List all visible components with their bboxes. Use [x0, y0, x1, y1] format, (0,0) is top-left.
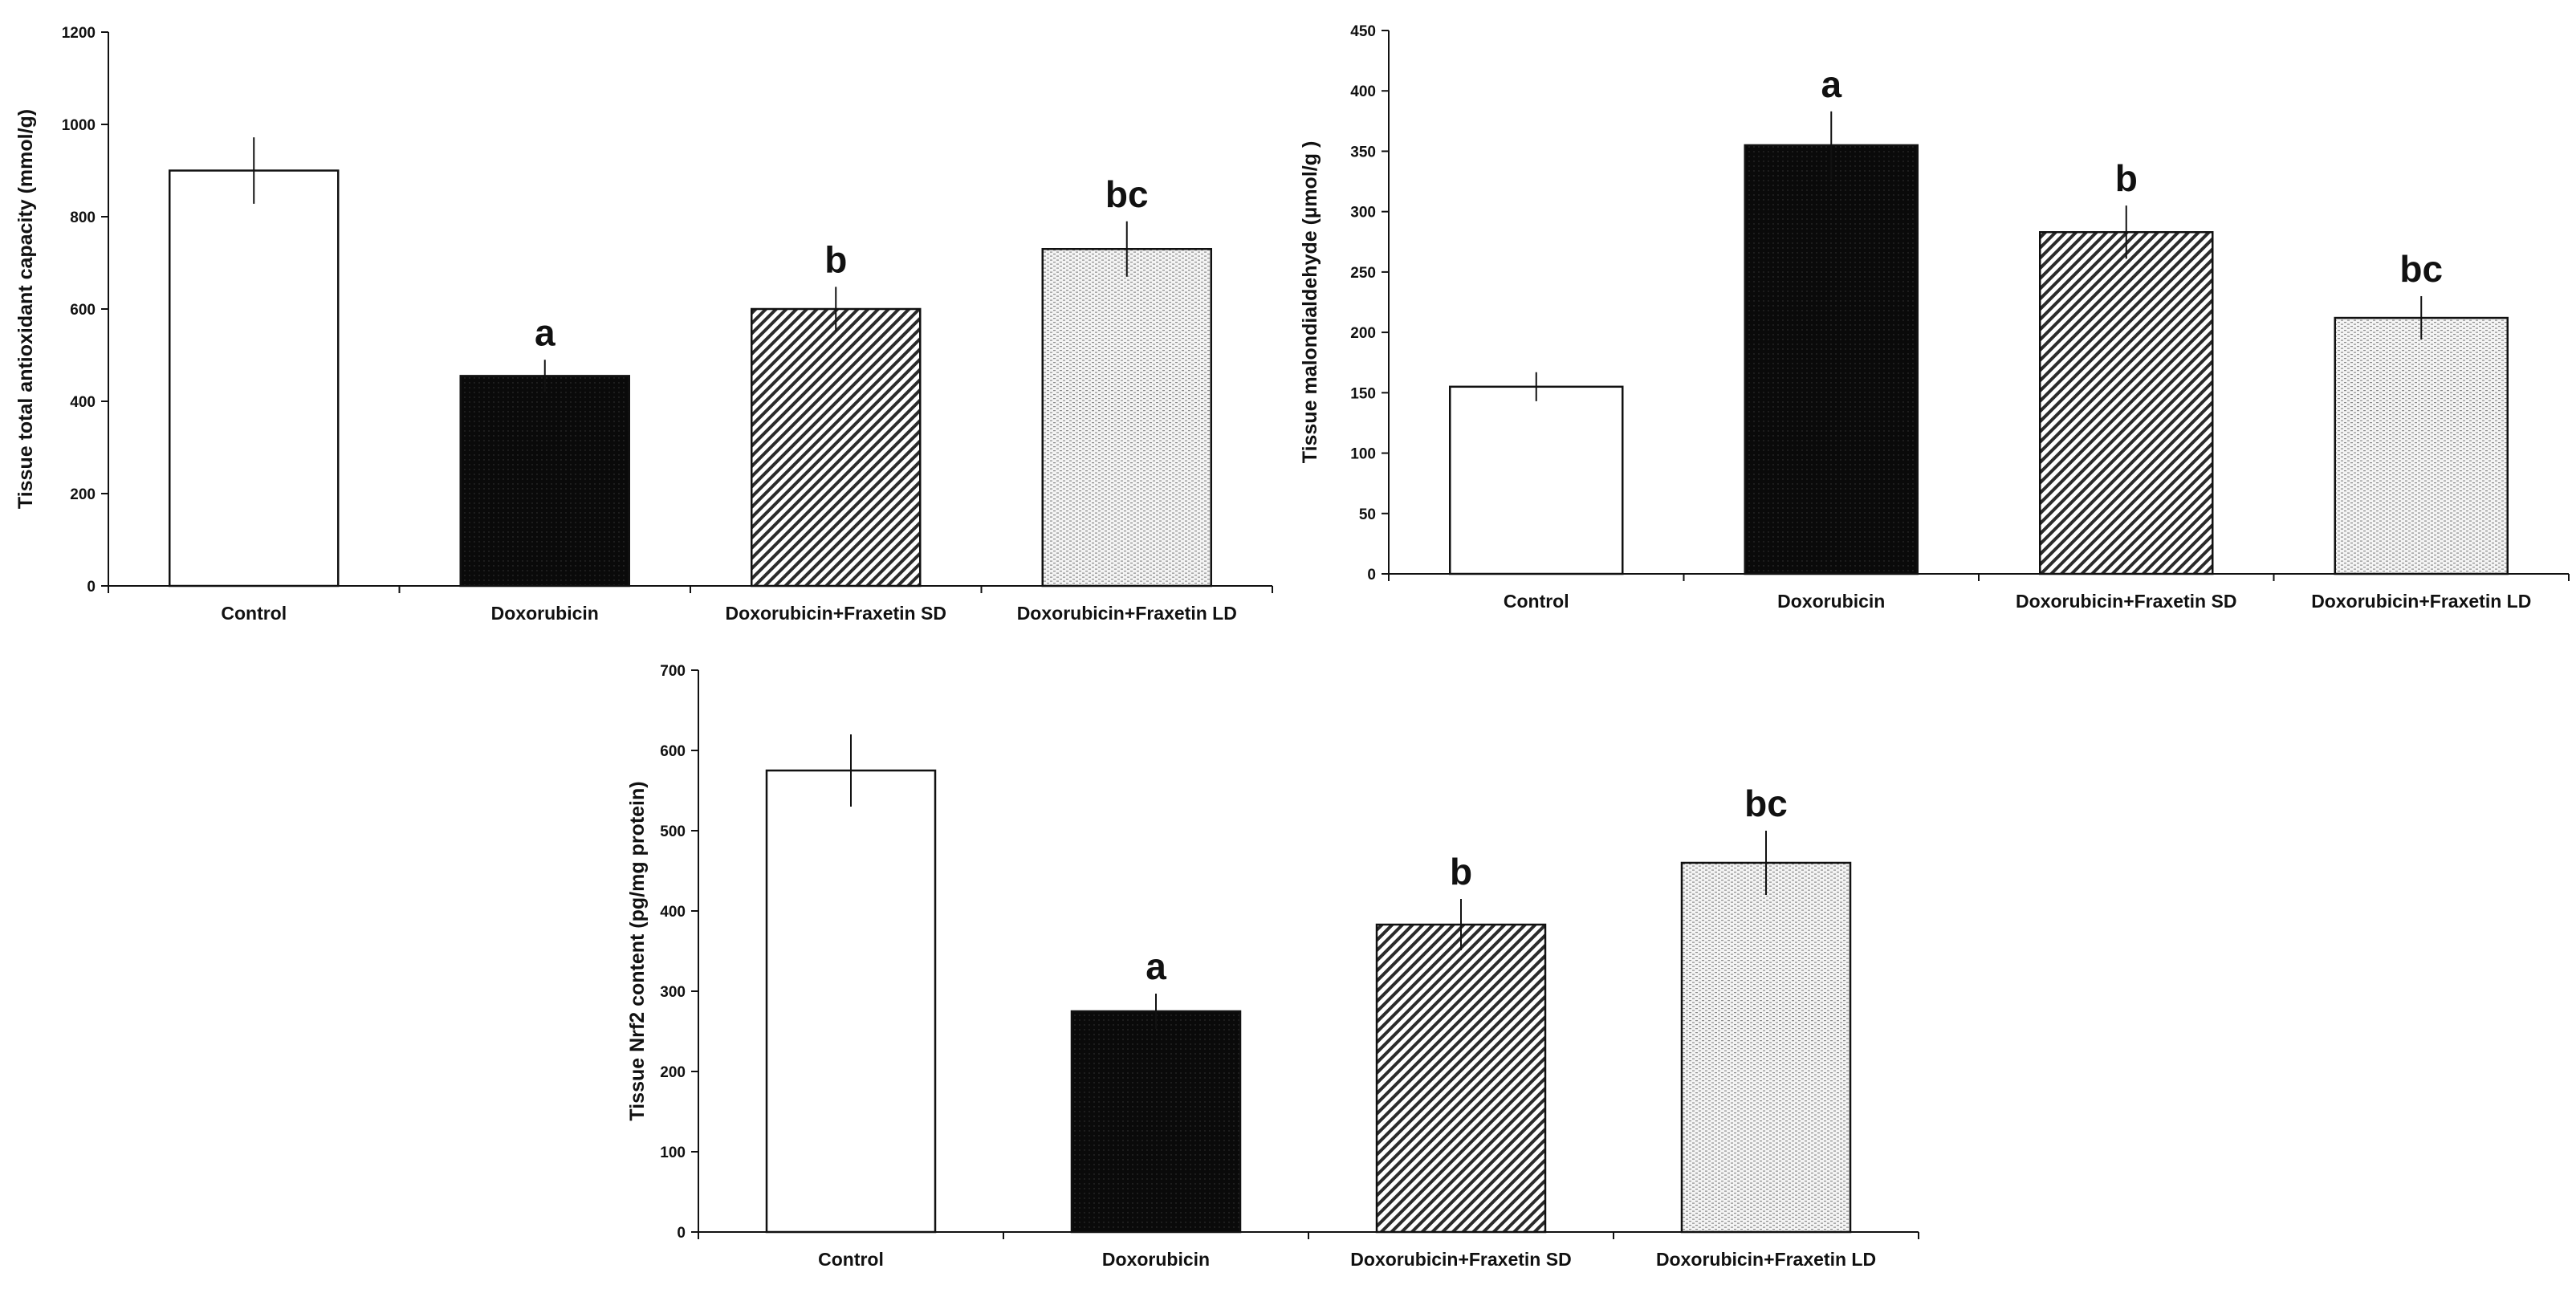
y-tick-label: 100: [660, 1145, 686, 1161]
bar-0: [765, 769, 937, 1234]
x-category-label-0: Control: [1504, 591, 1569, 612]
significance-label-2: b: [1450, 851, 1472, 892]
bar-3: [1041, 248, 1212, 588]
y-tick-label: 100: [1350, 446, 1376, 463]
x-category-label-3: Doxorubicin+Fraxetin LD: [2311, 591, 2531, 612]
chart-total-antioxidant-capacity: 0 200 400 600 800 1000 1200 Tissue total antiox…: [14, 25, 1273, 624]
y-tick-label: 300: [660, 984, 686, 1001]
y-axis-title: Tissue total antioxidant capacity (mmol/…: [14, 109, 37, 509]
significance-label-1: a: [1146, 945, 1166, 987]
y-tick-label: 700: [660, 663, 686, 680]
bar-0: [169, 169, 340, 588]
y-tick-label: 400: [660, 904, 686, 921]
y-tick-label: 400: [1350, 83, 1376, 100]
bar-2: [751, 307, 922, 588]
y-tick-label: 450: [1350, 23, 1376, 40]
significance-label-1: a: [1821, 63, 1841, 105]
y-tick-label: 1200: [62, 25, 96, 42]
y-tick-label: 0: [87, 579, 96, 596]
y-tick-label: 200: [1350, 325, 1376, 342]
chart-nrf2-content: 0 100 200 300 400 500 600 700 Tissue Nrf2 conten…: [626, 663, 1919, 1270]
y-axis-title: Tissue malondialdehyde (µmol/g ): [1299, 141, 1321, 464]
y-tick-label: 800: [70, 209, 96, 226]
x-category-label-0: Control: [818, 1249, 884, 1270]
bar-0: [1449, 385, 1624, 575]
y-tick-label: 500: [660, 823, 686, 840]
x-category-label-1: Doxorubicin: [1102, 1249, 1210, 1270]
y-tick-label: 250: [1350, 265, 1376, 282]
significance-label-3: bc: [2399, 248, 2443, 290]
x-category-label-3: Doxorubicin+Fraxetin LD: [1656, 1249, 1876, 1270]
x-category-label-1: Doxorubicin: [491, 603, 599, 624]
y-tick-label: 200: [660, 1064, 686, 1081]
bar-2: [2039, 230, 2214, 575]
significance-label-2: b: [824, 238, 847, 280]
y-tick-label: 600: [70, 302, 96, 319]
y-tick-label: 300: [1350, 205, 1376, 222]
x-category-label-2: Doxorubicin+Fraxetin SD: [2016, 591, 2236, 612]
y-tick-label: 400: [70, 394, 96, 411]
bar-1: [1744, 144, 1919, 575]
significance-label-3: bc: [1105, 173, 1149, 215]
y-tick-label: 350: [1350, 144, 1376, 161]
chart-malondialdehyde: 0 50 100 150 200 250 300 350 400 450 Tissue malond…: [1299, 23, 2570, 612]
x-category-label-3: Doxorubicin+Fraxetin LD: [1017, 603, 1237, 624]
bar-3: [1680, 861, 1852, 1234]
y-tick-label: 150: [1350, 385, 1376, 402]
bar-1: [1070, 1010, 1242, 1234]
y-axis-title: Tissue Nrf2 content (pg/mg protein): [626, 781, 649, 1120]
y-tick-label: 200: [70, 486, 96, 503]
x-category-label-1: Doxorubicin: [1777, 591, 1885, 612]
y-tick-label: 0: [1367, 567, 1376, 583]
bar-1: [459, 375, 630, 588]
y-tick-label: 50: [1359, 506, 1376, 523]
bar-3: [2334, 316, 2509, 575]
significance-label-2: b: [2115, 157, 2138, 199]
y-tick-label: 0: [677, 1225, 686, 1242]
y-tick-label: 600: [660, 743, 686, 760]
bar-2: [1375, 923, 1547, 1234]
significance-label-3: bc: [1744, 783, 1788, 824]
x-category-label-0: Control: [221, 603, 287, 624]
significance-label-1: a: [535, 311, 555, 353]
x-category-label-2: Doxorubicin+Fraxetin SD: [1350, 1249, 1571, 1270]
y-tick-label: 1000: [62, 117, 96, 134]
x-category-label-2: Doxorubicin+Fraxetin SD: [726, 603, 946, 624]
